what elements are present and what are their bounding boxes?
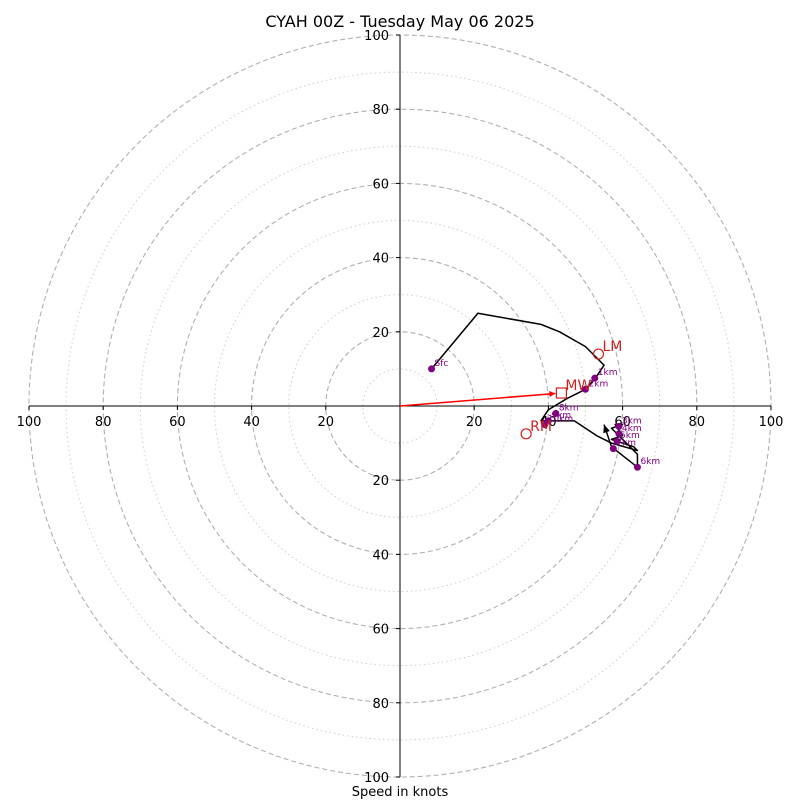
x-tick-label: 80 — [95, 415, 112, 430]
x-tick-label: 20 — [466, 415, 483, 430]
x-tick-label: 80 — [689, 415, 706, 430]
hodograph-trace — [399, 312, 639, 468]
mean-wind-marker — [555, 387, 567, 399]
height-point — [613, 437, 621, 445]
x-tick-label: 20 — [318, 415, 335, 430]
y-tick-label: 40 — [372, 252, 389, 267]
height-point — [541, 421, 549, 429]
x-tick-label: 60 — [169, 415, 186, 430]
height-point-label: 8km — [559, 403, 579, 413]
height-point — [615, 422, 623, 430]
x-tick-label: 40 — [243, 415, 260, 430]
hodograph-line — [430, 312, 639, 468]
height-point — [615, 430, 623, 438]
height-point-label: 7km — [616, 439, 636, 449]
height-point — [633, 463, 641, 471]
storm-motion-marker — [592, 348, 605, 360]
height-point — [582, 385, 589, 393]
height-point-label: 2km — [589, 379, 609, 389]
height-point-label: 4km — [622, 424, 642, 434]
y-tick-label: 100 — [364, 29, 389, 44]
height-point-label: Sfc — [435, 359, 449, 369]
y-tick-label: 20 — [372, 474, 389, 489]
x-tick-label: 100 — [759, 415, 784, 430]
chart-title: CYAH 00Z - Tuesday May 06 2025 — [265, 12, 534, 31]
storm-motion-markers: LM RM MW — [520, 339, 622, 440]
height-point — [552, 409, 560, 417]
y-tick-label: 40 — [372, 548, 389, 563]
height-point-label: 6km — [640, 457, 660, 467]
height-point — [609, 445, 617, 453]
storm-motion-marker — [520, 428, 532, 440]
tick-labels: 2020202040404040606060608080808010010010… — [17, 29, 784, 786]
height-point — [428, 365, 436, 373]
mean-wind-vector — [399, 392, 556, 407]
x-axis-label: Speed in knots — [352, 785, 449, 800]
height-point-label: 9km — [551, 411, 571, 421]
storm-motion-label: LM — [602, 339, 622, 355]
height-point — [591, 374, 599, 382]
x-tick-label: 100 — [17, 415, 42, 430]
y-tick-label: 60 — [372, 623, 389, 638]
height-point-label: 5km — [620, 431, 640, 441]
y-tick-label: 80 — [372, 697, 389, 712]
mean-wind-arrowhead — [549, 390, 556, 397]
hodograph-arrowhead — [603, 424, 610, 434]
y-tick-label: 60 — [372, 177, 389, 192]
y-tick-label: 80 — [372, 103, 389, 118]
storm-motion-label: RM — [530, 419, 552, 435]
height-point-label: 10km — [548, 415, 573, 425]
height-point-label: 1km — [598, 368, 618, 378]
storm-motion-label: MW — [565, 378, 591, 394]
height-point-label: 3km — [622, 416, 642, 426]
y-tick-label: 100 — [364, 771, 389, 786]
y-tick-label: 20 — [372, 326, 389, 341]
